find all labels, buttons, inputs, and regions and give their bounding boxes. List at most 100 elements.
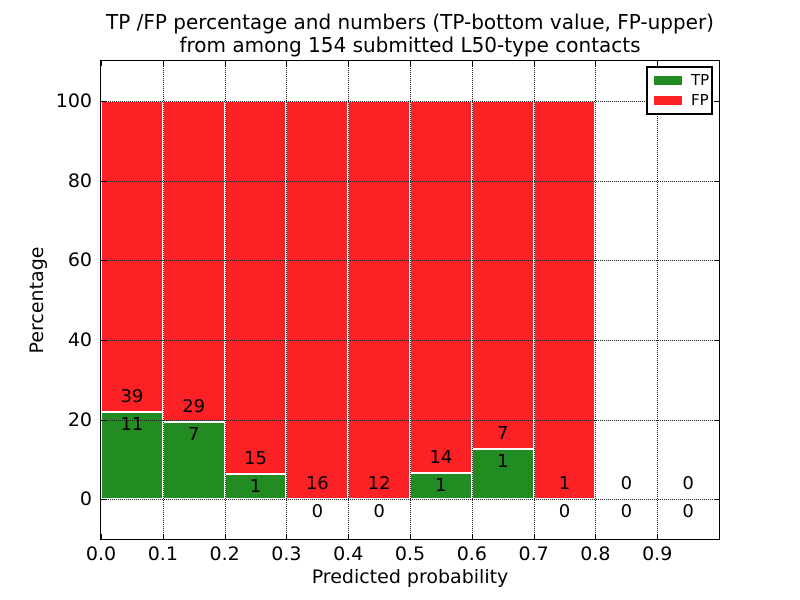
fp-bar-segment xyxy=(410,100,472,473)
fp-bar-segment xyxy=(471,100,534,450)
fp-count-label: 0 xyxy=(682,473,694,495)
tp-count-label: 1 xyxy=(249,476,262,498)
x-tick xyxy=(162,534,164,539)
tp-count-label: 0 xyxy=(682,501,694,523)
tp-swatch-icon xyxy=(654,75,682,85)
x-tick-label: 0.9 xyxy=(642,543,673,565)
vertical-gridline xyxy=(471,61,473,539)
y-tick-label: 80 xyxy=(67,169,92,192)
x-tick-label: 0.8 xyxy=(580,543,611,565)
tp-count-label: 11 xyxy=(120,413,144,435)
y-tick xyxy=(714,499,719,501)
tp-bar-segment xyxy=(101,411,163,500)
y-tick xyxy=(714,339,719,341)
x-tick xyxy=(410,61,411,66)
y-tick xyxy=(101,100,106,102)
chart-title-line1: TP /FP percentage and numbers (TP-bottom… xyxy=(106,10,714,34)
x-tick xyxy=(533,61,535,66)
x-tick xyxy=(224,534,226,539)
tp-count-label: 0 xyxy=(311,501,324,523)
fp-bar-segment xyxy=(162,100,225,422)
x-tick xyxy=(471,61,473,66)
y-tick xyxy=(714,260,719,262)
tp-count-label: 7 xyxy=(187,423,200,445)
tp-count-label: 0 xyxy=(558,501,571,523)
y-tick xyxy=(714,180,719,182)
legend-item-fp: FP xyxy=(654,90,709,109)
x-tick xyxy=(595,534,597,539)
x-tick xyxy=(410,534,411,539)
y-axis-label: Percentage xyxy=(26,246,48,354)
y-tick-label: 60 xyxy=(67,249,92,272)
tp-count-label: 1 xyxy=(496,451,509,473)
fp-bar-segment xyxy=(348,100,410,500)
x-tick xyxy=(471,534,473,539)
x-tick xyxy=(348,61,350,66)
x-tick-label: 0.2 xyxy=(209,543,240,565)
legend-item-tp: TP xyxy=(654,70,710,89)
vertical-gridline xyxy=(162,61,164,539)
y-tick-label: 100 xyxy=(55,89,92,112)
vertical-gridline xyxy=(410,61,411,539)
x-tick xyxy=(286,534,288,539)
x-axis-label: Predicted probability xyxy=(311,566,509,588)
legend: TP FP xyxy=(646,66,713,115)
tp-count-label: 0 xyxy=(620,501,633,523)
fp-count-label: 16 xyxy=(305,473,329,495)
x-tick xyxy=(101,534,102,539)
y-tick xyxy=(714,419,719,421)
fp-count-label: 14 xyxy=(429,446,453,468)
chart-title: TP /FP percentage and numbers (TP-bottom… xyxy=(10,11,800,57)
fp-count-label: 12 xyxy=(367,473,391,495)
fp-count-label: 29 xyxy=(182,395,206,417)
y-tick-label: 0 xyxy=(79,488,92,511)
fp-count-label: 7 xyxy=(496,423,509,445)
x-tick-label: 0.3 xyxy=(271,543,302,565)
y-tick xyxy=(101,339,106,341)
fp-bar-segment xyxy=(101,100,163,412)
fp-swatch-icon xyxy=(654,95,682,105)
tp-count-label: 0 xyxy=(373,501,385,523)
fp-bar-segment xyxy=(286,100,349,500)
x-tick xyxy=(224,61,226,66)
tp-bar-segment xyxy=(162,421,225,500)
x-tick-label: 0.1 xyxy=(147,543,178,565)
x-tick xyxy=(657,534,659,539)
fp-bar-segment xyxy=(224,100,287,475)
x-tick xyxy=(533,534,535,539)
vertical-gridline xyxy=(286,61,288,539)
plot-area: TP FP 39 11 29 7 15 1 16 0 12 0 14 1 7 1 1 0 0 0 0 0 xyxy=(100,60,720,540)
y-tick xyxy=(101,419,106,421)
y-tick xyxy=(101,499,106,501)
x-tick xyxy=(286,61,288,66)
chart-title-line2: from among 154 submitted L50-type contac… xyxy=(179,33,641,57)
vertical-gridline xyxy=(533,61,535,539)
fp-bar-segment xyxy=(533,100,596,500)
fp-count-label: 0 xyxy=(620,473,633,495)
x-tick xyxy=(595,61,597,66)
tp-count-label: 1 xyxy=(435,474,447,496)
x-tick-label: 0.7 xyxy=(518,543,549,565)
x-tick-label: 0.0 xyxy=(85,543,117,565)
y-tick-label: 20 xyxy=(67,408,92,431)
y-tick xyxy=(714,100,719,102)
x-tick-label: 0.4 xyxy=(333,543,364,565)
x-tick xyxy=(101,61,102,66)
vertical-gridline xyxy=(657,61,659,539)
y-tick-label: 40 xyxy=(67,328,92,351)
fp-count-label: 39 xyxy=(120,385,144,407)
x-tick xyxy=(348,534,350,539)
fp-count-label: 15 xyxy=(244,448,267,470)
legend-label-fp: FP xyxy=(691,90,709,109)
x-tick-label: 0.5 xyxy=(394,543,426,565)
fp-count-label: 1 xyxy=(558,473,571,495)
y-tick xyxy=(101,180,106,182)
x-tick xyxy=(162,61,164,66)
vertical-gridline xyxy=(595,61,597,539)
x-tick xyxy=(657,61,659,66)
y-tick xyxy=(101,260,106,262)
vertical-gridline xyxy=(348,61,350,539)
vertical-gridline xyxy=(224,61,226,539)
x-tick-label: 0.6 xyxy=(456,543,487,565)
legend-label-tp: TP xyxy=(691,70,710,89)
